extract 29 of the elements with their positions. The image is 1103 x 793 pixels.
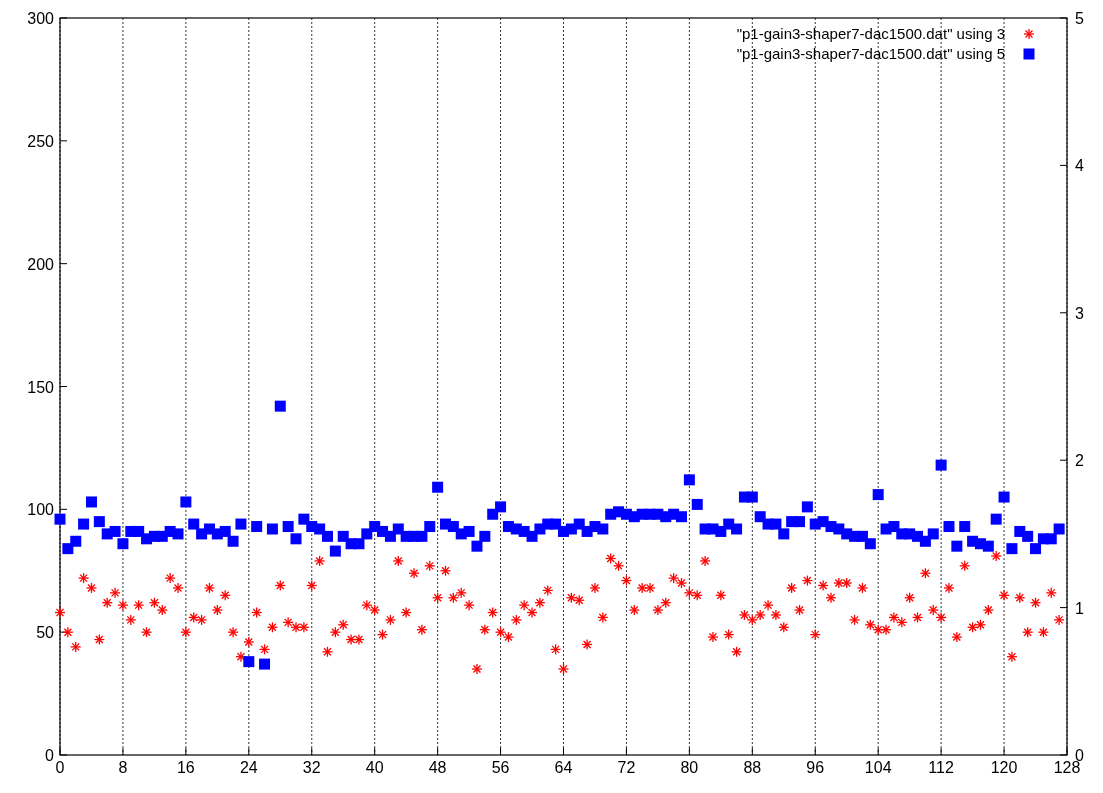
x-tick-label: 56: [491, 759, 510, 776]
y2-tick-label: 2: [1075, 452, 1084, 470]
x-tick-label: 72: [617, 759, 636, 776]
y2-tick-label: 1: [1075, 599, 1084, 617]
y-tick-label: 50: [36, 624, 55, 642]
y-tick-label: 250: [27, 132, 55, 150]
y-tick-label: 0: [45, 747, 55, 764]
y-tick-label: 200: [27, 255, 55, 273]
y2-tick-label: 3: [1075, 304, 1084, 322]
x-tick-label: 64: [554, 759, 573, 776]
y2-tick-label: 5: [1075, 10, 1084, 27]
x-tick-label: 112: [928, 759, 954, 776]
y2-tick-label: 4: [1075, 157, 1084, 175]
x-tick-label: 80: [680, 759, 699, 776]
y-tick-label: 300: [27, 10, 55, 27]
x-tick-label: 8: [118, 759, 128, 776]
y-tick-label: 100: [27, 501, 55, 519]
x-tick-label: 88: [743, 759, 762, 776]
y-tick-label: 150: [27, 378, 55, 396]
x-tick-label: 40: [365, 759, 384, 776]
x-tick-label: 120: [990, 759, 1018, 776]
x-tick-label: 24: [239, 759, 258, 776]
legend-label: "p1-gain3-shaper7-dac1500.dat" using 5: [736, 45, 1005, 62]
x-tick-label: 16: [176, 759, 195, 776]
x-tick-label: 32: [302, 759, 321, 776]
legend-label: "p1-gain3-shaper7-dac1500.dat" using 3: [736, 25, 1005, 42]
x-tick-label: 96: [806, 759, 825, 776]
x-tick-label: 104: [864, 759, 892, 776]
x-tick-label: 48: [428, 759, 447, 776]
